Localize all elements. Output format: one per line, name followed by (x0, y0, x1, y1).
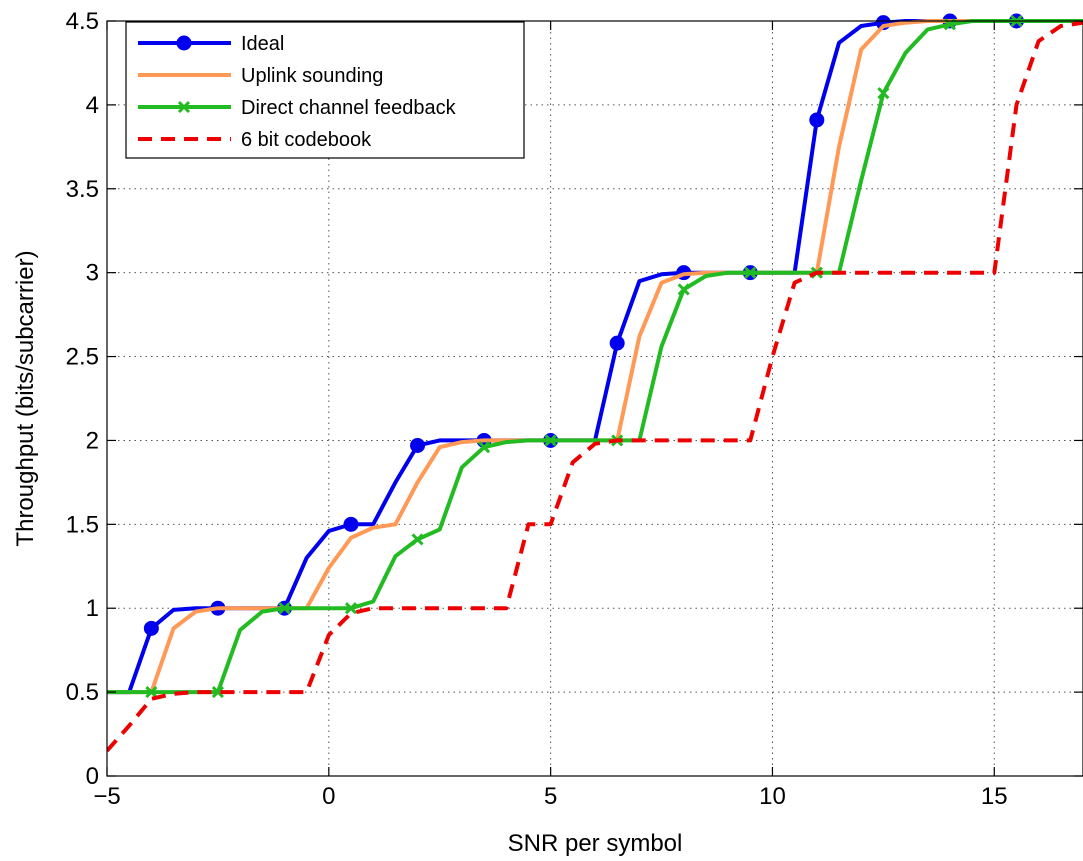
x-tick-label: 5 (544, 783, 557, 810)
legend-label: 6 bit codebook (241, 129, 372, 151)
data-point-marker (610, 336, 624, 350)
x-tick-label: 15 (981, 783, 1008, 810)
y-axis-label: Throughput (bits/subcarrier) (12, 250, 39, 546)
y-tick-label: 1 (86, 595, 99, 622)
y-tick-label: 2.5 (66, 344, 99, 371)
y-tick-label: 4.5 (66, 8, 99, 35)
data-point-marker (144, 621, 158, 635)
x-tick-label: 10 (759, 783, 786, 810)
y-tick-label: 4 (86, 92, 99, 119)
y-tick-label: 2 (86, 427, 99, 454)
legend-label: Uplink sounding (241, 65, 383, 87)
x-axis-label: SNR per symbol (508, 830, 683, 857)
legend-marker (177, 36, 191, 50)
y-tick-label: 3 (86, 260, 99, 287)
legend-label: Ideal (241, 33, 284, 55)
data-point-marker (411, 438, 425, 452)
x-tick-label: 0 (322, 783, 335, 810)
y-tick-label: 0.5 (66, 679, 99, 706)
y-tick-label: 3.5 (66, 176, 99, 203)
y-tick-label: 0 (86, 763, 99, 790)
legend: Ideal Uplink sounding Direct channel feedb… (126, 22, 524, 158)
y-tick-label: 1.5 (66, 511, 99, 538)
data-point-marker (810, 113, 824, 127)
data-point-marker (344, 517, 358, 531)
legend-label: Direct channel feedback (241, 97, 457, 119)
